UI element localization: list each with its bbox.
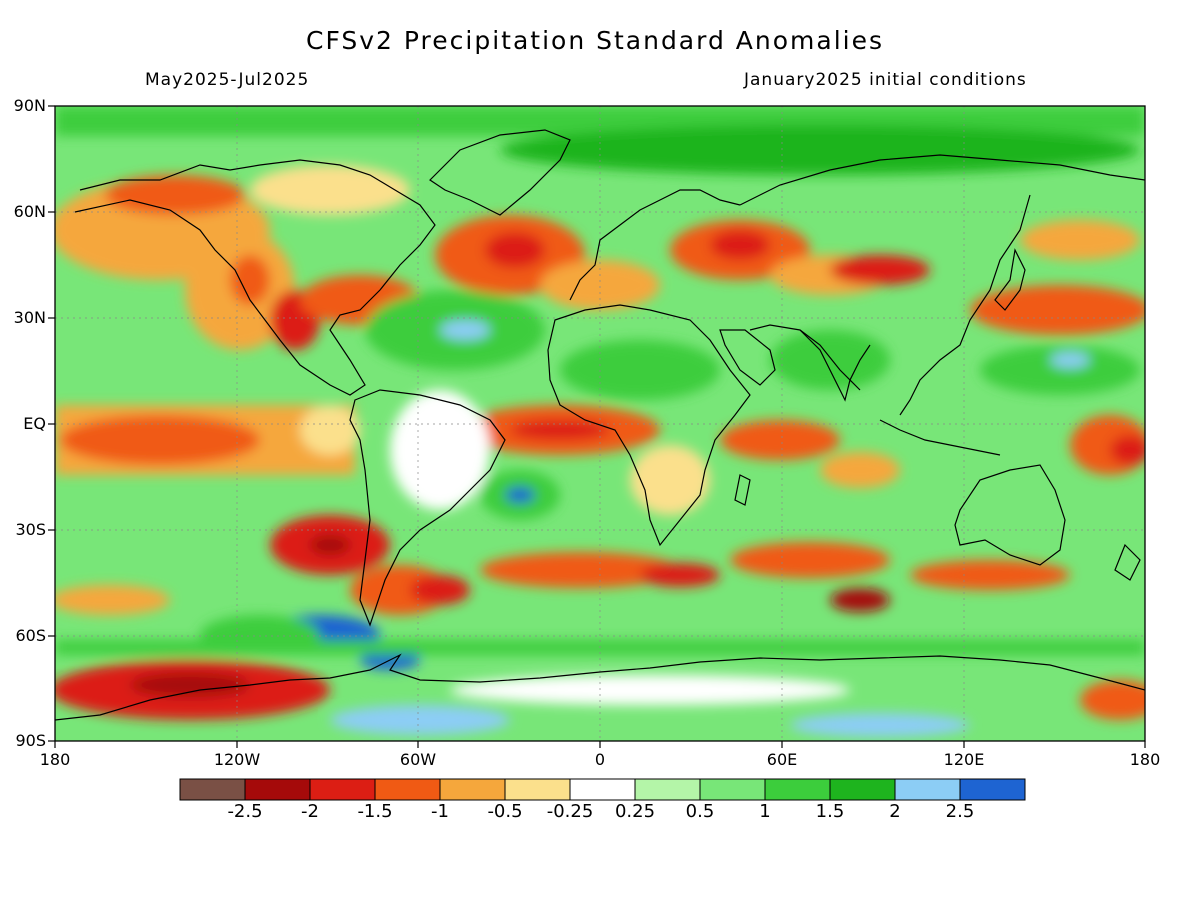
lat-label-90n: 90N bbox=[13, 96, 46, 115]
japan-coast bbox=[994, 248, 1026, 311]
europe-coast bbox=[569, 189, 741, 301]
lat-label-60n: 60N bbox=[13, 202, 46, 221]
lon-label-120w: 120W bbox=[213, 750, 261, 769]
greenland-coast bbox=[429, 129, 571, 216]
colorbar-swatch bbox=[309, 778, 376, 801]
colorbar-swatch bbox=[829, 778, 896, 801]
arabian-peninsula bbox=[719, 329, 776, 386]
lon-label-180e: 180 bbox=[1129, 750, 1161, 769]
colorbar-swatch bbox=[634, 778, 701, 801]
lat-label-90s: 90S bbox=[15, 731, 46, 750]
axis-ticks bbox=[48, 105, 1146, 748]
colorbar-swatch bbox=[959, 778, 1026, 801]
lon-label-0: 0 bbox=[594, 750, 606, 769]
new-zealand-coast bbox=[1114, 543, 1141, 581]
chart-title: CFSv2 Precipitation Standard Anomalies bbox=[305, 26, 884, 55]
australia-coast bbox=[954, 464, 1066, 566]
legend-label: 2.5 bbox=[945, 801, 975, 822]
legend-label: 1.5 bbox=[815, 801, 845, 822]
colorbar-swatch bbox=[764, 778, 831, 801]
asia-coast bbox=[739, 154, 1145, 416]
india-coast bbox=[799, 329, 871, 402]
lon-label-180w: 180 bbox=[39, 750, 71, 769]
forecast-period: May2025-Jul2025 bbox=[145, 70, 310, 90]
south-america-coast bbox=[349, 389, 506, 627]
madagascar-coast bbox=[734, 474, 751, 506]
north-america-coast bbox=[74, 159, 436, 396]
colorbar-swatch bbox=[439, 778, 506, 801]
colorbar-swatch bbox=[374, 778, 441, 801]
legend-label: -0.25 bbox=[546, 801, 594, 822]
lat-label-60s: 60S bbox=[15, 626, 46, 645]
colorbar bbox=[179, 778, 1026, 801]
colorbar-swatch bbox=[244, 778, 311, 801]
colorbar-swatch bbox=[894, 778, 961, 801]
lon-label-120e: 120E bbox=[943, 750, 985, 769]
coastlines bbox=[55, 129, 1145, 721]
antarctica-coast bbox=[55, 653, 1145, 721]
colorbar-swatch bbox=[179, 778, 246, 801]
legend-label: 1 bbox=[759, 801, 771, 822]
legend-label: -1 bbox=[431, 801, 449, 822]
graticule bbox=[55, 106, 1145, 741]
africa-coast bbox=[547, 304, 751, 547]
legend-label: -2.5 bbox=[227, 801, 263, 822]
lon-label-60w: 60W bbox=[399, 750, 437, 769]
lat-label-eq: EQ bbox=[23, 414, 46, 433]
legend-label: -0.5 bbox=[487, 801, 523, 822]
lon-label-60e: 60E bbox=[766, 750, 798, 769]
legend-label: 0.25 bbox=[614, 801, 656, 822]
initial-conditions: January2025 initial conditions bbox=[744, 70, 1027, 90]
colorbar-swatch bbox=[699, 778, 766, 801]
indonesia-coast bbox=[879, 419, 1001, 456]
lat-label-30s: 30S bbox=[15, 520, 46, 539]
anomaly-field bbox=[55, 106, 1145, 741]
legend-label: 0.5 bbox=[685, 801, 715, 822]
legend-label: -2 bbox=[301, 801, 319, 822]
legend-label: -1.5 bbox=[357, 801, 393, 822]
legend-label: 2 bbox=[889, 801, 901, 822]
colorbar-swatch bbox=[569, 778, 636, 801]
lat-label-30n: 30N bbox=[13, 308, 46, 327]
colorbar-swatch bbox=[504, 778, 571, 801]
